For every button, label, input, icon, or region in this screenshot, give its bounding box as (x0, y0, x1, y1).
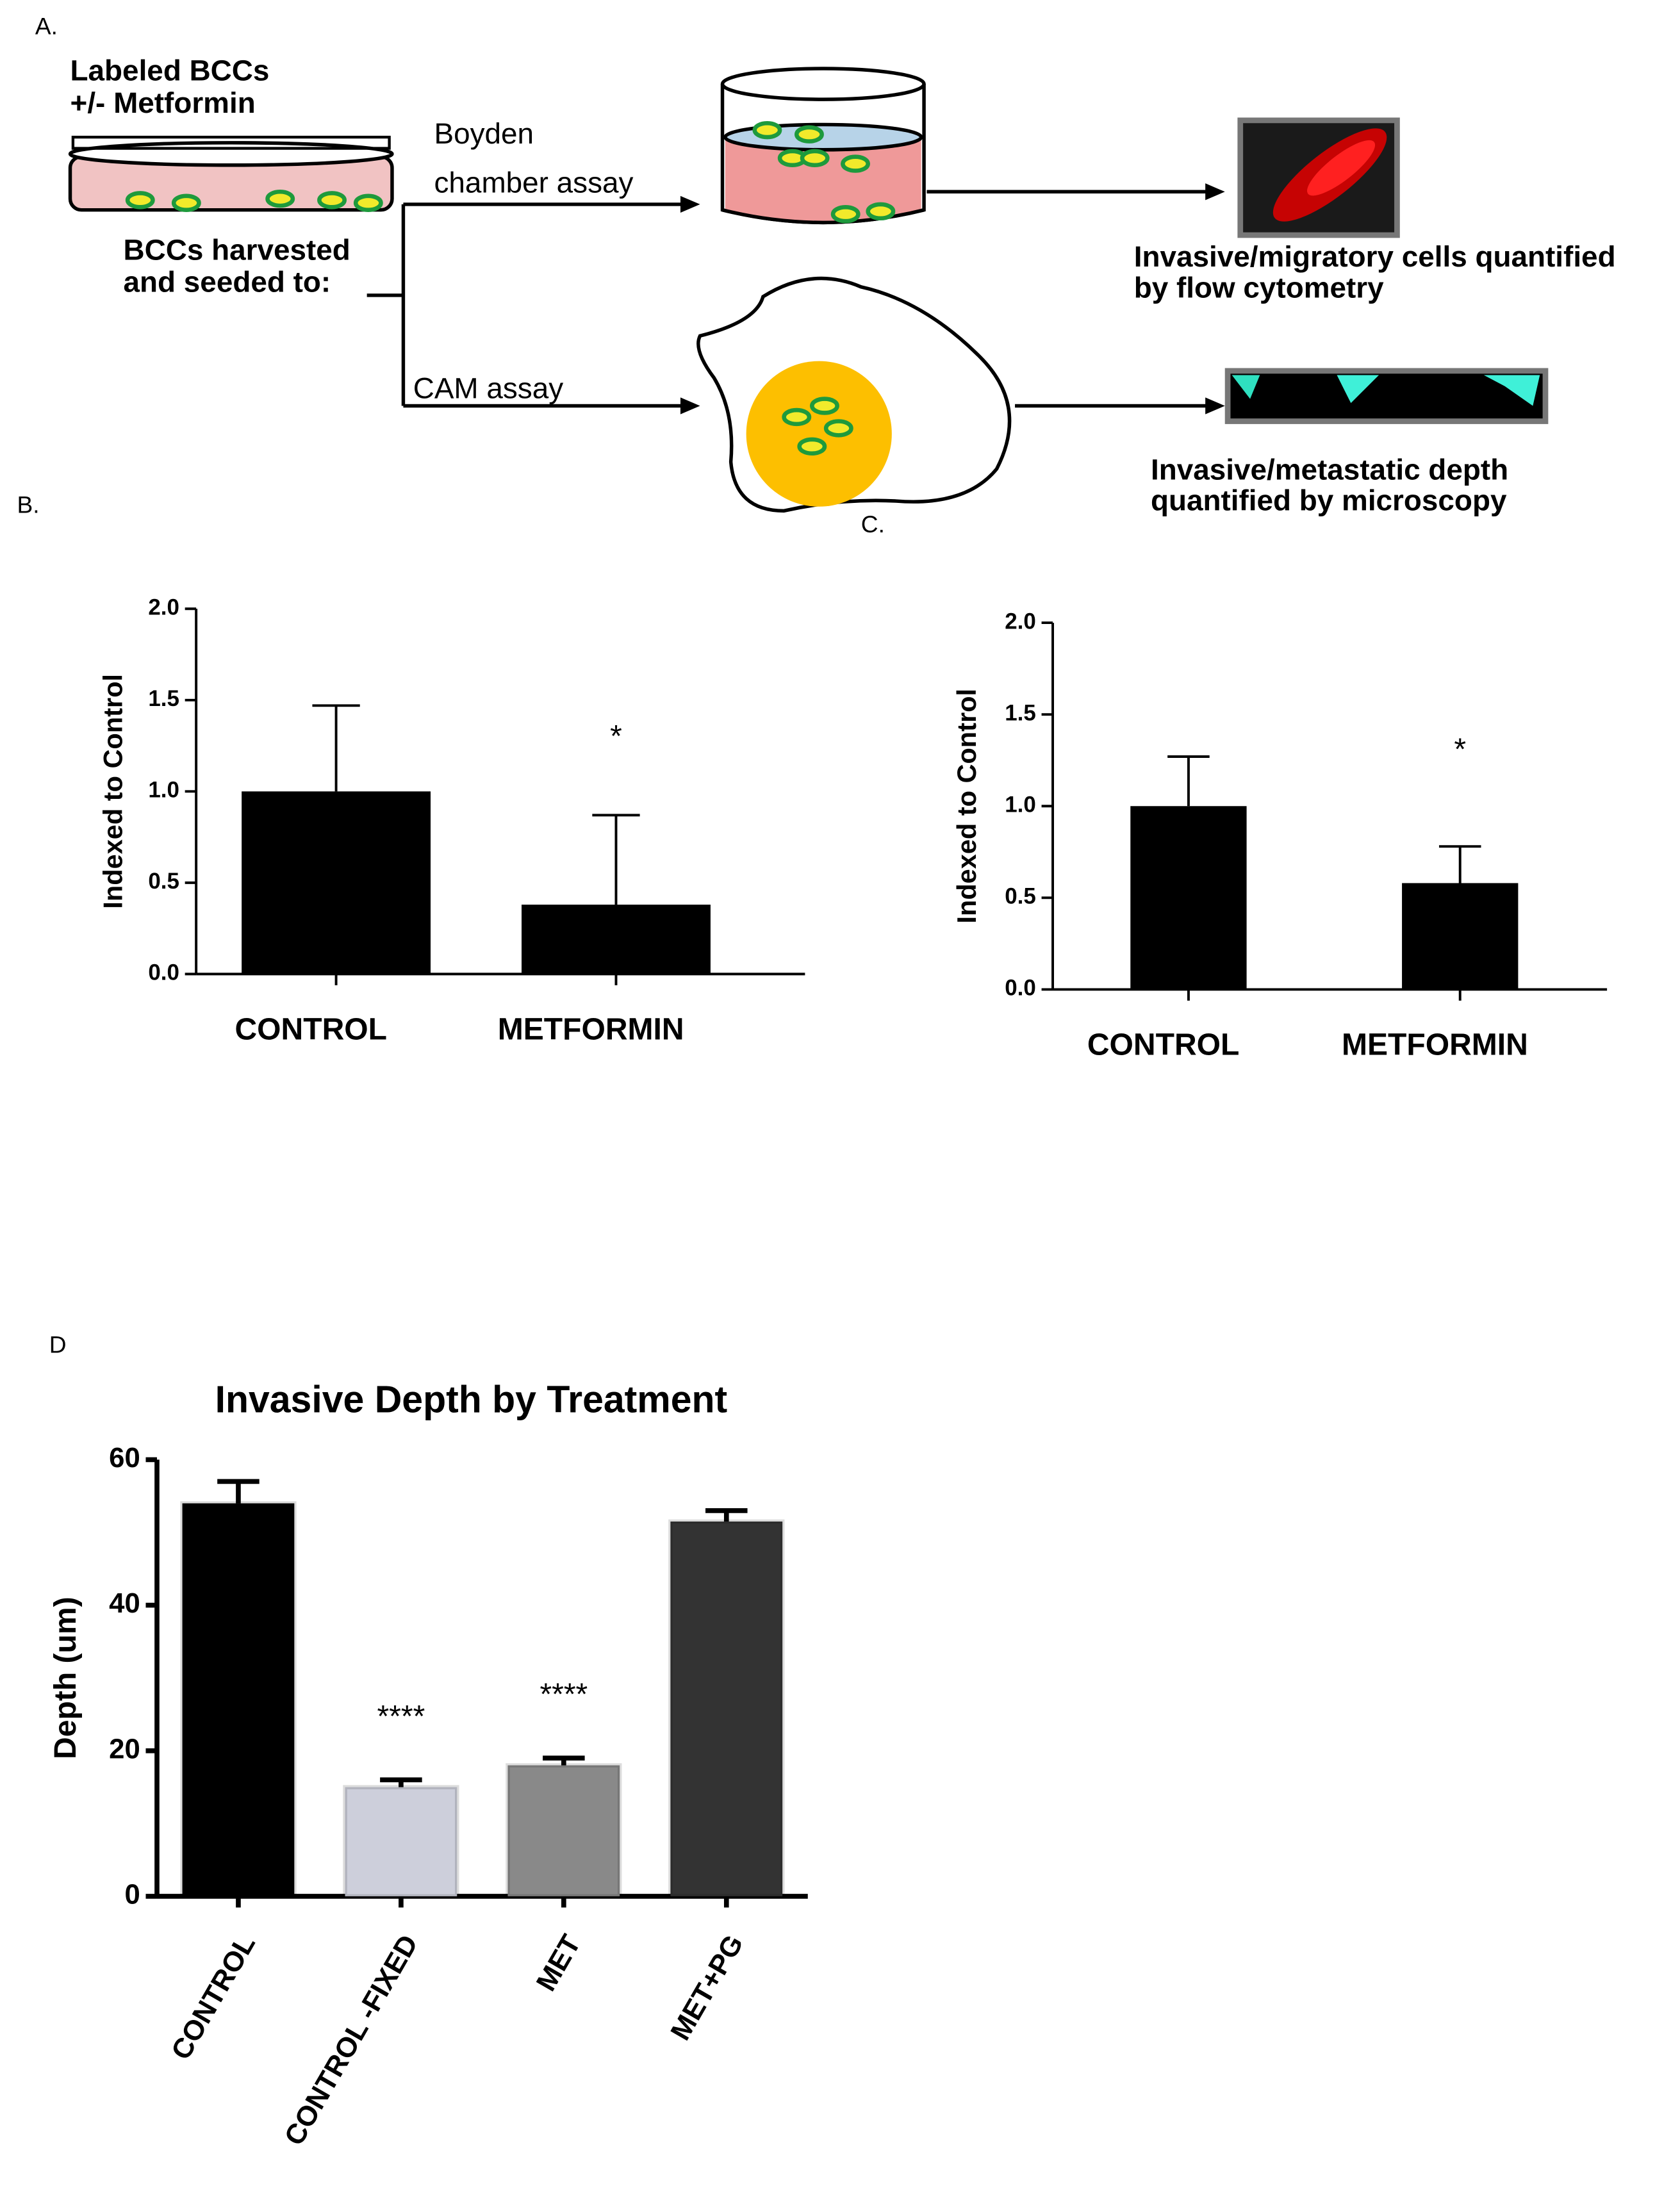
y-tick-label: 1.0 (148, 778, 179, 803)
panel-label: C. (861, 511, 885, 538)
y-tick-label: 0.5 (1005, 884, 1036, 909)
significance: * (1454, 732, 1466, 766)
x-tick-label: MET+PG (664, 1930, 750, 2046)
y-tick-label: 1.0 (1005, 792, 1036, 817)
arrow-heads (680, 183, 1225, 415)
significance: **** (377, 1700, 425, 1734)
label: Invasive/metastatic depth (1151, 452, 1508, 486)
microscopy-image (1224, 368, 1549, 424)
panel-label: A. (35, 13, 58, 40)
label: chamber assay (434, 165, 634, 199)
diagram: Labeled BCCs +/- Metformin BCCs harveste… (68, 54, 1616, 516)
label: BCCs harvested (124, 233, 350, 266)
boyden-chamber (720, 67, 926, 225)
x-tick-label: CONTROL (165, 1930, 261, 2065)
y-tick-label: 0 (124, 1878, 140, 1910)
bar (180, 1501, 297, 1899)
x-tick-label: METFORMIN (498, 1013, 684, 1047)
arrows (366, 190, 1207, 408)
panel-label: D (49, 1331, 67, 1358)
y-tick-label: 60 (109, 1442, 140, 1474)
x-tick-label: METFORMIN (1342, 1028, 1528, 1062)
y-axis-label: Indexed to Control (951, 689, 982, 924)
y-tick-label: 1.5 (1005, 700, 1036, 725)
y-tick-label: 2.0 (1005, 609, 1036, 634)
significance: **** (539, 1678, 588, 1712)
bar (522, 905, 711, 974)
chart-title: Invasive Depth by Treatment (215, 1379, 728, 1420)
x-tick-label: CONTROL (1087, 1028, 1240, 1062)
y-axis-label: Indexed to Control (97, 674, 128, 909)
petri-dish (68, 135, 394, 212)
significance: * (610, 719, 622, 753)
bar (242, 791, 431, 974)
label: Invasive/migratory cells quantified (1134, 240, 1616, 273)
bar (506, 1763, 622, 1899)
flow-image (1237, 117, 1400, 238)
cam-egg (696, 276, 1012, 513)
bar (1130, 806, 1247, 990)
label: CAM assay (413, 372, 564, 405)
y-axis-label: Depth (um) (49, 1597, 83, 1759)
label: quantified by microscopy (1151, 483, 1507, 516)
y-tick-label: 40 (109, 1588, 140, 1619)
panel-label: B. (17, 491, 40, 518)
bar (343, 1785, 459, 1899)
y-tick-label: 2.0 (148, 595, 179, 620)
label: by flow cytometry (1134, 270, 1384, 304)
x-tick-label: MET (530, 1929, 587, 1996)
label: +/- Metformin (70, 86, 256, 119)
x-tick-label: CONTROL (235, 1013, 387, 1047)
bar (668, 1519, 785, 1899)
label: Labeled BCCs (70, 54, 270, 87)
y-tick-label: 1.5 (148, 686, 179, 711)
y-tick-label: 0.5 (148, 869, 179, 894)
bar (1402, 883, 1519, 990)
x-tick-label: CONTROL -FIXED (278, 1930, 424, 2151)
y-tick-label: 20 (109, 1733, 140, 1764)
label: and seeded to: (124, 265, 331, 299)
y-tick-label: 0.0 (1005, 976, 1036, 1001)
y-tick-label: 0.0 (148, 960, 179, 985)
label: Boyden (434, 117, 534, 150)
